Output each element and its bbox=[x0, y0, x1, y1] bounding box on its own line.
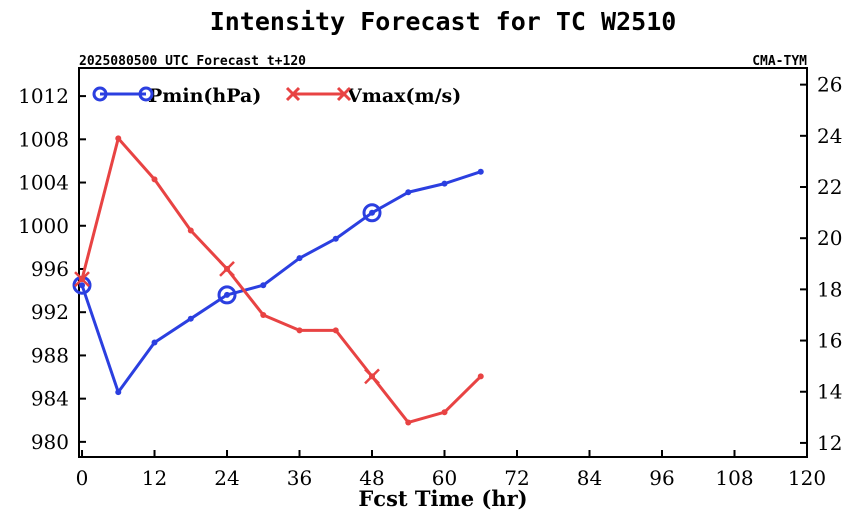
vmax-data-point bbox=[151, 176, 158, 183]
vmax-data-point bbox=[477, 373, 484, 380]
vmax-data-point bbox=[260, 311, 267, 318]
x-tick-label: 36 bbox=[287, 466, 312, 490]
chart-subtitle-right: CMA-TYM bbox=[752, 54, 807, 69]
x-tick-label: 96 bbox=[649, 466, 674, 490]
x-tick-label: 60 bbox=[432, 466, 457, 490]
left-tick-label: 1008 bbox=[18, 127, 69, 151]
vmax-marker bbox=[364, 368, 380, 385]
pmin-data-point bbox=[441, 180, 448, 187]
pmin-data-point bbox=[369, 209, 376, 216]
legend-label-vmax: Vmax(m/s) bbox=[346, 85, 461, 107]
legend-marker-vmax-left bbox=[285, 86, 301, 102]
pmin-marker bbox=[217, 285, 237, 305]
legend-marker-vmax-left-stroke-b bbox=[285, 86, 301, 102]
x-tick-label: 120 bbox=[788, 466, 826, 490]
vmax-data-point bbox=[405, 419, 412, 426]
legend-label-pmin: Pmin(hPa) bbox=[148, 85, 261, 107]
vmax-marker bbox=[74, 271, 90, 288]
legend-marker-vmax-right-stroke-b bbox=[336, 86, 352, 102]
legend-marker-pmin-left bbox=[92, 86, 108, 102]
right-tick-label: 26 bbox=[817, 73, 842, 97]
right-tick-label: 12 bbox=[817, 431, 842, 455]
right-tick-label: 18 bbox=[817, 277, 842, 301]
right-y-axis: 12 14 16 18 20 22 24 26 bbox=[800, 73, 842, 455]
series-layer bbox=[72, 135, 484, 426]
x-tick-label: 108 bbox=[715, 466, 753, 490]
legend: Pmin(hPa) Vmax(m/s) bbox=[92, 85, 461, 107]
pmin-data-point bbox=[151, 339, 158, 346]
left-y-axis: 980 984 988 992 996 1000 1004 1008 1012 bbox=[18, 84, 86, 454]
left-tick-label: 992 bbox=[31, 300, 69, 324]
vmax-data-point bbox=[115, 135, 122, 142]
pmin-data-point bbox=[405, 189, 412, 196]
left-tick-label: 988 bbox=[31, 343, 69, 367]
pmin-data-point bbox=[187, 315, 194, 322]
pmin-data-point bbox=[115, 389, 122, 396]
vmax-marker-stroke-b bbox=[74, 271, 90, 288]
pmin-data-point bbox=[260, 282, 267, 289]
vmax-data-point bbox=[187, 227, 194, 234]
x-tick-label: 24 bbox=[214, 466, 239, 490]
pmin-data-point bbox=[332, 235, 339, 242]
vmax-series-line bbox=[80, 136, 482, 424]
pmin-series-line bbox=[80, 170, 482, 394]
pmin-marker bbox=[362, 203, 382, 223]
legend-marker-vmax-right bbox=[336, 86, 352, 102]
left-tick-label: 996 bbox=[31, 257, 69, 281]
pmin-data-point bbox=[224, 291, 231, 298]
vmax-marker bbox=[219, 261, 235, 277]
pmin-data-point bbox=[477, 168, 484, 175]
vmax-data-point bbox=[296, 327, 303, 334]
left-tick-label: 980 bbox=[31, 430, 69, 454]
vmax-marker-stroke-b bbox=[219, 261, 235, 277]
x-tick-label: 84 bbox=[577, 466, 602, 490]
chart-subtitle-left: 2025080500 UTC Forecast t+120 bbox=[79, 54, 306, 69]
x-tick-label: 0 bbox=[76, 466, 89, 490]
x-axis: 0 12 24 36 48 60 72 84 96 108 120 bbox=[76, 450, 826, 490]
x-tick-label: 48 bbox=[359, 466, 384, 490]
right-tick-label: 20 bbox=[817, 226, 842, 250]
vmax-data-point bbox=[441, 409, 448, 416]
right-tick-label: 24 bbox=[817, 124, 842, 148]
pmin-data-point bbox=[79, 282, 86, 289]
left-tick-label: 1004 bbox=[18, 171, 69, 195]
vmax-marker-stroke-b bbox=[364, 368, 380, 385]
x-tick-label: 12 bbox=[142, 466, 167, 490]
plot-frame bbox=[78, 67, 808, 458]
right-tick-label: 16 bbox=[817, 329, 842, 353]
x-tick-label: 72 bbox=[504, 466, 529, 490]
left-tick-label: 984 bbox=[31, 387, 69, 411]
pmin-data-point bbox=[296, 255, 303, 262]
vmax-data-point bbox=[332, 327, 339, 334]
legend-marker-pmin-right bbox=[138, 86, 154, 102]
left-tick-label: 1012 bbox=[18, 84, 69, 108]
x-axis-label: Fcst Time (hr) bbox=[358, 486, 527, 511]
chart-title: Intensity Forecast for TC W2510 bbox=[210, 7, 677, 36]
left-tick-label: 1000 bbox=[18, 214, 69, 238]
right-tick-label: 22 bbox=[817, 175, 842, 199]
right-tick-label: 14 bbox=[817, 380, 842, 404]
